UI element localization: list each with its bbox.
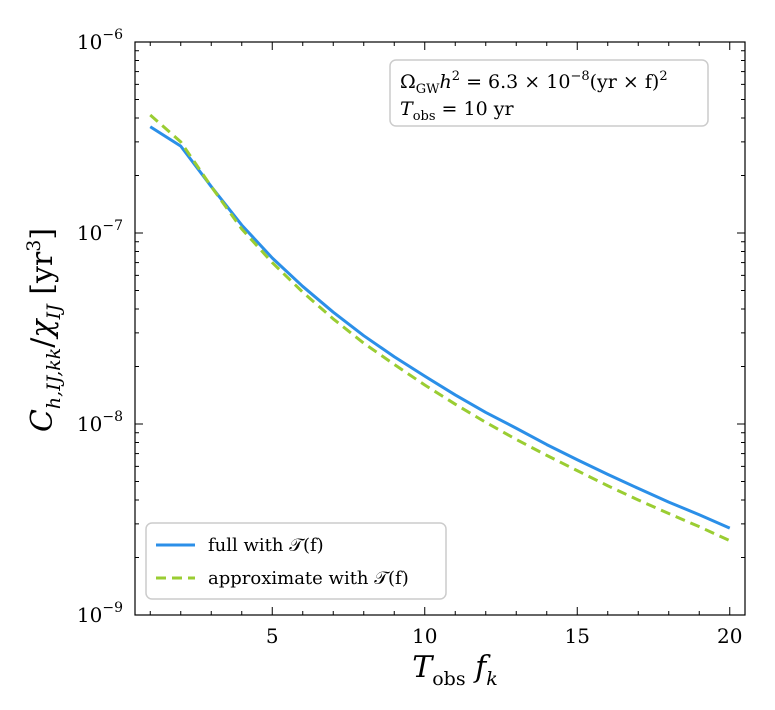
legend-label-full: full with 𝒯(f) (208, 535, 324, 556)
legend-label-approximate: approximate with 𝒯(f) (208, 568, 409, 589)
annotation-box: ΩGWh2 = 6.3 × 10−8(yr × f)2 Tobs = 10 yr (389, 59, 709, 127)
tick-labels: 5 10 15 20 10−9 10−8 10−7 10−6 (77, 27, 743, 648)
x-tick-label: 20 (717, 624, 742, 648)
series-line-approximate (149, 113, 731, 543)
y-tick-label: 10−8 (77, 409, 123, 436)
y-axis-label: Ch,IJ,kk/χIJ [yr3] (23, 228, 65, 432)
annotation-line-1: ΩGWh2 = 6.3 × 10−8(yr × f)2 (400, 69, 668, 97)
annotation-line-2: Tobs = 10 yr (400, 98, 514, 124)
plot-area (134, 41, 746, 616)
legend: full with 𝒯(f) approximate with 𝒯(f) (145, 522, 447, 600)
x-tick-label: 15 (565, 624, 590, 648)
x-axis-label: Tobs fk (412, 650, 498, 690)
y-tick-label: 10−7 (77, 218, 123, 245)
x-tick-label: 5 (266, 624, 279, 648)
series-layer (149, 113, 731, 543)
y-tick-label: 10−9 (77, 600, 123, 627)
ticks (135, 41, 745, 616)
y-tick-label: 10−6 (77, 27, 123, 54)
x-tick-label: 10 (412, 624, 437, 648)
series-line-full (149, 125, 731, 530)
